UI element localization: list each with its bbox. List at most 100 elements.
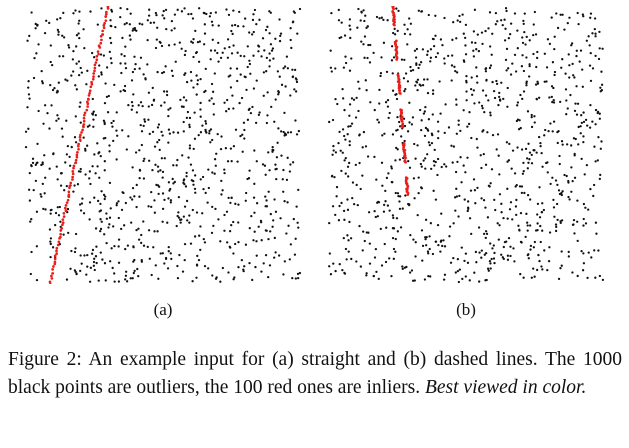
- outlier-point: [407, 203, 411, 207]
- outlier-point: [163, 262, 166, 265]
- outlier-point: [392, 31, 395, 35]
- outlier-point: [240, 96, 244, 100]
- outlier-point: [443, 245, 447, 248]
- outlier-point: [331, 118, 335, 122]
- outlier-point: [515, 213, 518, 217]
- outlier-point: [37, 43, 40, 46]
- outlier-point: [271, 145, 274, 149]
- outlier-point: [533, 275, 536, 278]
- outlier-point: [598, 177, 601, 180]
- outlier-point: [348, 24, 351, 27]
- outlier-point: [497, 103, 500, 107]
- outlier-point: [74, 115, 77, 118]
- outlier-point: [48, 127, 51, 130]
- outlier-point: [161, 252, 164, 255]
- outlier-point: [533, 240, 536, 244]
- outlier-point: [257, 113, 261, 117]
- outlier-point: [556, 141, 559, 145]
- outlier-point: [391, 72, 394, 75]
- outlier-point: [196, 40, 200, 44]
- outlier-point: [157, 170, 160, 173]
- outlier-point: [252, 239, 255, 242]
- outlier-point: [560, 264, 563, 267]
- outlier-point: [436, 223, 440, 227]
- outlier-point: [92, 260, 96, 264]
- outlier-point: [91, 248, 95, 252]
- outlier-point: [115, 202, 119, 205]
- outlier-point: [411, 279, 415, 282]
- outlier-point: [124, 247, 127, 251]
- outlier-point: [95, 245, 98, 248]
- outlier-point: [117, 238, 121, 241]
- outlier-point: [40, 195, 43, 198]
- inlier-point: [71, 172, 75, 176]
- outlier-point: [521, 36, 524, 39]
- outlier-point: [506, 187, 509, 190]
- outlier-point: [197, 133, 200, 137]
- outlier-point: [137, 274, 140, 278]
- outlier-point: [536, 213, 539, 216]
- outlier-point: [352, 202, 356, 206]
- outlier-point: [505, 9, 508, 13]
- outlier-point: [255, 23, 258, 26]
- outlier-point: [557, 189, 561, 192]
- outlier-point: [339, 149, 342, 152]
- outlier-point: [452, 145, 456, 148]
- outlier-point: [99, 218, 102, 221]
- outlier-point: [162, 70, 166, 74]
- outlier-point: [366, 25, 369, 28]
- outlier-point: [28, 34, 31, 38]
- outlier-point: [50, 208, 53, 211]
- outlier-point: [79, 66, 82, 70]
- outlier-point: [553, 215, 556, 218]
- outlier-point: [530, 125, 534, 129]
- outlier-point: [254, 265, 257, 269]
- outlier-point: [208, 15, 212, 18]
- inlier-point: [93, 66, 97, 70]
- outlier-point: [176, 264, 179, 268]
- outlier-point: [30, 218, 33, 221]
- outlier-point: [484, 279, 487, 282]
- outlier-point: [147, 91, 151, 94]
- outlier-point: [34, 22, 37, 26]
- outlier-point: [46, 112, 49, 115]
- outlier-point: [380, 264, 384, 267]
- outlier-point: [93, 153, 96, 156]
- outlier-point: [413, 279, 416, 282]
- outlier-point: [334, 213, 337, 217]
- outlier-point: [242, 25, 245, 28]
- outlier-point: [483, 110, 486, 114]
- outlier-point: [582, 252, 585, 255]
- outlier-point: [580, 157, 583, 160]
- outlier-point: [67, 44, 70, 47]
- outlier-point: [545, 66, 549, 69]
- outlier-point: [133, 258, 136, 262]
- inlier-point: [53, 260, 57, 264]
- outlier-point: [509, 254, 512, 258]
- outlier-point: [110, 10, 114, 13]
- outlier-point: [437, 130, 440, 133]
- outlier-point: [223, 171, 226, 175]
- outlier-point: [522, 90, 526, 93]
- outlier-point: [563, 173, 566, 177]
- outlier-point: [94, 172, 97, 175]
- outlier-point: [486, 131, 489, 134]
- outlier-point: [462, 164, 465, 167]
- outlier-point: [599, 173, 602, 177]
- outlier-point: [72, 70, 75, 73]
- outlier-point: [286, 131, 290, 134]
- outlier-point: [470, 76, 473, 79]
- outlier-point: [78, 37, 81, 40]
- outlier-point: [294, 237, 297, 240]
- outlier-point: [205, 131, 208, 134]
- outlier-point: [156, 126, 160, 129]
- outlier-point: [227, 271, 230, 274]
- outlier-point: [346, 208, 350, 211]
- outlier-point: [458, 268, 461, 271]
- outlier-point: [198, 40, 201, 43]
- outlier-point: [135, 111, 139, 114]
- outlier-point: [61, 55, 65, 58]
- outlier-point: [103, 101, 107, 105]
- outlier-point: [567, 181, 570, 184]
- outlier-point: [532, 23, 535, 26]
